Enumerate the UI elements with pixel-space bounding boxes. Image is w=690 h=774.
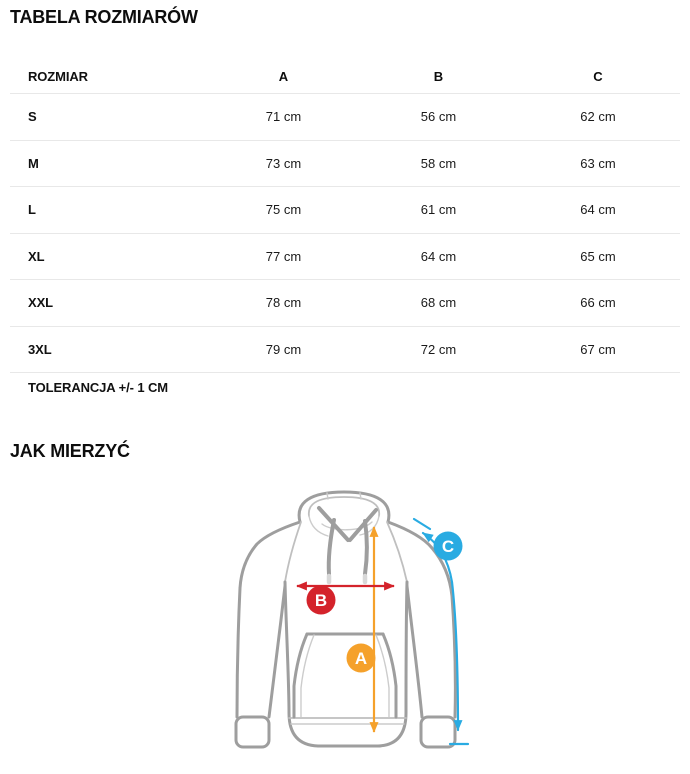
value-cell-a: 77 cm bbox=[265, 248, 302, 264]
value-cell-b: 58 cm bbox=[420, 155, 457, 171]
value-cell-a: 71 cm bbox=[265, 109, 302, 125]
value-cell-b: 68 cm bbox=[420, 295, 457, 311]
how-to-measure-title: JAK MIERZYĆ bbox=[10, 441, 130, 461]
left-cuff bbox=[234, 715, 271, 749]
table-row-s: S 71 cm 56 cm 62 cm bbox=[10, 94, 680, 141]
table-row-xl: XL 77 cm 64 cm 65 cm bbox=[10, 234, 680, 280]
size-cell: S bbox=[28, 109, 37, 125]
value-cell-c: 62 cm bbox=[580, 109, 616, 125]
shoulder-tick bbox=[412, 517, 432, 531]
value-cell-c: 64 cm bbox=[580, 202, 616, 218]
value-cell-b: 72 cm bbox=[420, 341, 457, 357]
column-header-c: C bbox=[593, 69, 603, 84]
size-cell: L bbox=[28, 202, 36, 218]
value-cell-a: 78 cm bbox=[265, 295, 302, 311]
measure-c-badge: C bbox=[433, 531, 463, 561]
size-table-header-row: ROZMIAR A B C bbox=[10, 60, 680, 94]
value-cell-b: 64 cm bbox=[420, 248, 457, 264]
measure-b-badge: B bbox=[306, 585, 336, 615]
table-row-m: M 73 cm 58 cm 63 cm bbox=[10, 141, 680, 187]
size-cell: 3XL bbox=[28, 341, 52, 357]
column-header-rozmiar: ROZMIAR bbox=[28, 69, 88, 84]
table-row-l: L 75 cm 61 cm 64 cm bbox=[10, 187, 680, 234]
size-cell: XXL bbox=[28, 295, 53, 311]
measure-a-badge: A bbox=[346, 643, 376, 673]
size-table-title: TABELA ROZMIARÓW bbox=[10, 7, 198, 27]
value-cell-c: 67 cm bbox=[580, 341, 616, 357]
right-cuff bbox=[419, 715, 457, 749]
value-cell-b: 61 cm bbox=[420, 202, 457, 218]
svg-text:B: B bbox=[315, 591, 327, 610]
size-cell: XL bbox=[28, 248, 45, 264]
value-cell-b: 56 cm bbox=[420, 109, 457, 125]
svg-text:C: C bbox=[442, 537, 454, 556]
column-header-a: A bbox=[278, 69, 289, 84]
value-cell-a: 79 cm bbox=[265, 341, 302, 357]
hoodie-diagram: A B C bbox=[234, 490, 470, 749]
column-header-b: B bbox=[433, 69, 444, 84]
value-cell-c: 63 cm bbox=[580, 155, 616, 171]
table-row-xxl: XXL 78 cm 68 cm 66 cm bbox=[10, 280, 680, 327]
tolerance-note: TOLERANCJA +/- 1 CM bbox=[28, 380, 169, 395]
table-row-3xl: 3XL 79 cm 72 cm 67 cm bbox=[10, 327, 680, 373]
hoodie-outline-icon bbox=[234, 490, 457, 749]
drawstrings bbox=[317, 506, 378, 585]
value-cell-a: 75 cm bbox=[265, 202, 302, 218]
size-cell: M bbox=[28, 155, 39, 171]
kangaroo-pocket bbox=[292, 632, 398, 719]
value-cell-c: 66 cm bbox=[580, 295, 616, 311]
svg-text:A: A bbox=[355, 649, 367, 668]
value-cell-c: 65 cm bbox=[580, 248, 616, 264]
size-table: ROZMIAR A B C S 71 cm 56 cm 62 cm M 73 c… bbox=[10, 60, 680, 373]
value-cell-a: 73 cm bbox=[265, 155, 302, 171]
